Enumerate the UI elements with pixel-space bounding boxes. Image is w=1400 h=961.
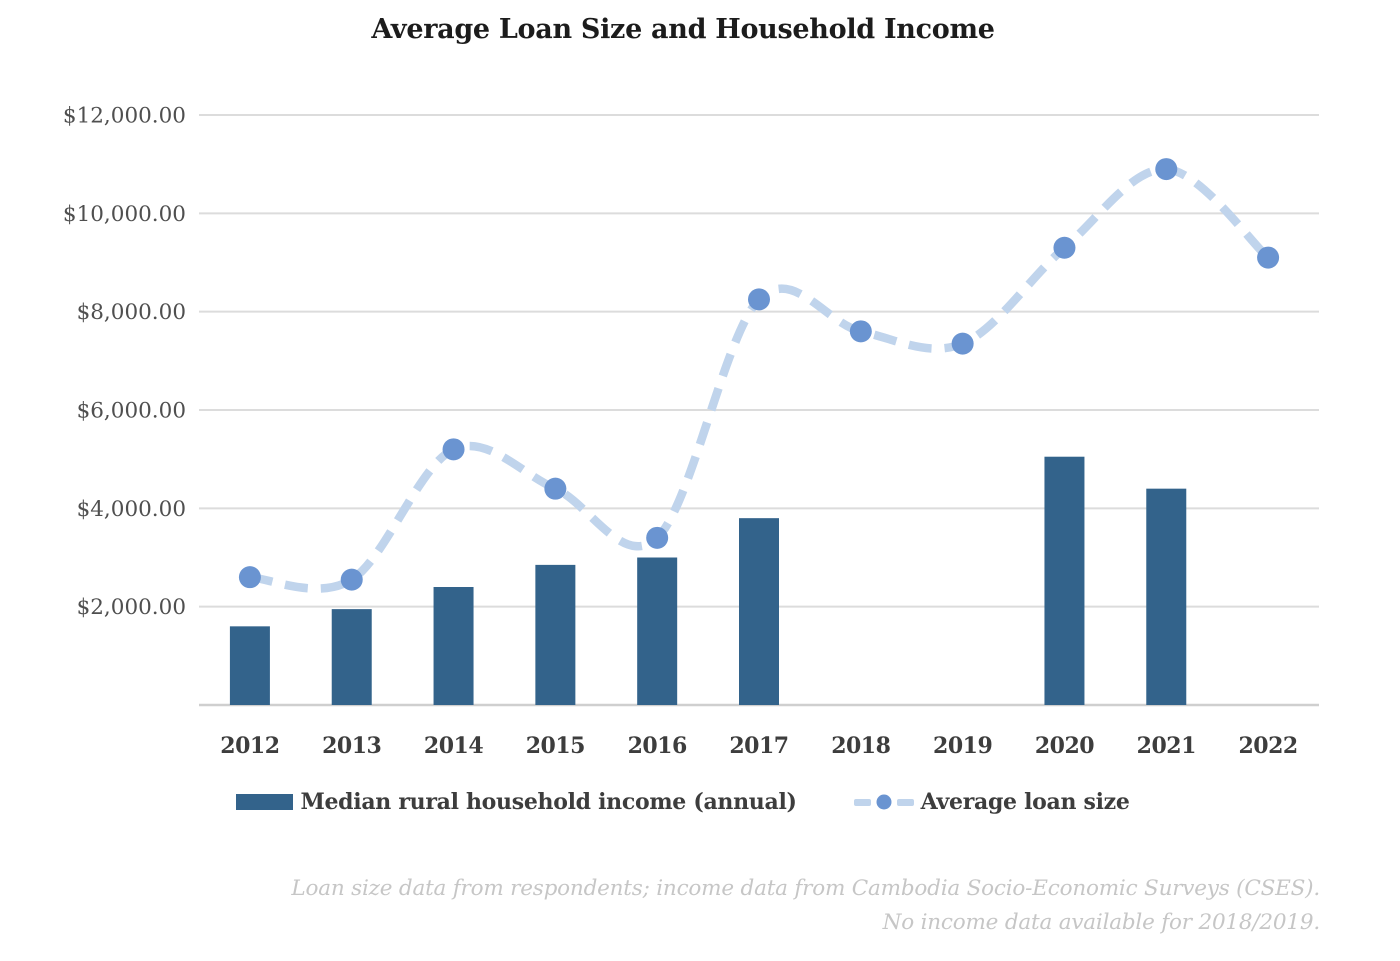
bar-2012 (229, 626, 270, 705)
combo-chart-canvas: $2,000.00 $4,000.00 $6,000.00 $8,000.00 $10,… (63, 104, 1319, 759)
y-axis-label-12000: $12,000.00 (63, 104, 186, 129)
income-bar-swatch (236, 794, 294, 810)
marker-2020 (1053, 236, 1076, 259)
chart-title: Average Loan Size and Household Income (371, 14, 995, 45)
marker-2017 (748, 288, 770, 311)
chart-legend: Median rural household income (annual) A… (0, 789, 1366, 815)
income-legend-label: Median rural household income (annual) (300, 789, 797, 815)
bar-2013 (331, 609, 372, 705)
bar-2021 (1146, 488, 1187, 705)
source-footnote: Loan size data from respondents; income … (291, 872, 1320, 940)
bar-2016 (637, 557, 678, 705)
x-axis-label-2014: 2014 (424, 733, 483, 759)
loan-line-swatch-icon (853, 794, 914, 810)
loan-legend-label: Average loan size (920, 789, 1130, 815)
marker-2021 (1155, 158, 1178, 181)
marker-2016 (646, 526, 669, 549)
x-axis-label-2019: 2019 (933, 733, 992, 759)
bar-2020 (1044, 456, 1085, 705)
x-axis-label-2021: 2021 (1137, 733, 1196, 759)
marker-2018 (849, 320, 872, 343)
x-axis-label-2016: 2016 (628, 733, 687, 759)
x-axis-label-2013: 2013 (322, 733, 381, 759)
x-axis-label-2012: 2012 (220, 733, 279, 759)
x-axis-label-2020: 2020 (1035, 733, 1094, 759)
y-axis-label-2000: $2,000.00 (77, 595, 186, 620)
x-axis-label-2022: 2022 (1238, 733, 1297, 759)
y-axis-label-10000: $10,000.00 (63, 202, 186, 227)
bar-2014 (433, 587, 474, 705)
loan-size-line (249, 164, 1272, 593)
y-axis-label-6000: $6,000.00 (77, 399, 186, 424)
marker-2013 (340, 568, 363, 591)
bar-2015 (535, 564, 576, 705)
bar-2017 (739, 518, 779, 705)
marker-2015 (544, 477, 567, 500)
marker-2022 (1257, 246, 1280, 269)
x-axis-label-2018: 2018 (831, 733, 890, 759)
legend-item-loan: Average loan size (853, 789, 1130, 815)
marker-2012 (238, 566, 261, 589)
x-axis-label-2015: 2015 (526, 733, 585, 759)
marker-2014 (442, 438, 465, 461)
footnote-line-2: No income data available for 2018/2019. (882, 910, 1321, 935)
y-axis-label-8000: $8,000.00 (77, 300, 186, 325)
y-axis-label-4000: $4,000.00 (77, 497, 186, 522)
x-axis-label-2017: 2017 (729, 733, 788, 759)
legend-item-income: Median rural household income (annual) (236, 789, 797, 815)
footnote-line-1: Loan size data from respondents; income … (291, 876, 1320, 901)
marker-2019 (951, 332, 974, 355)
